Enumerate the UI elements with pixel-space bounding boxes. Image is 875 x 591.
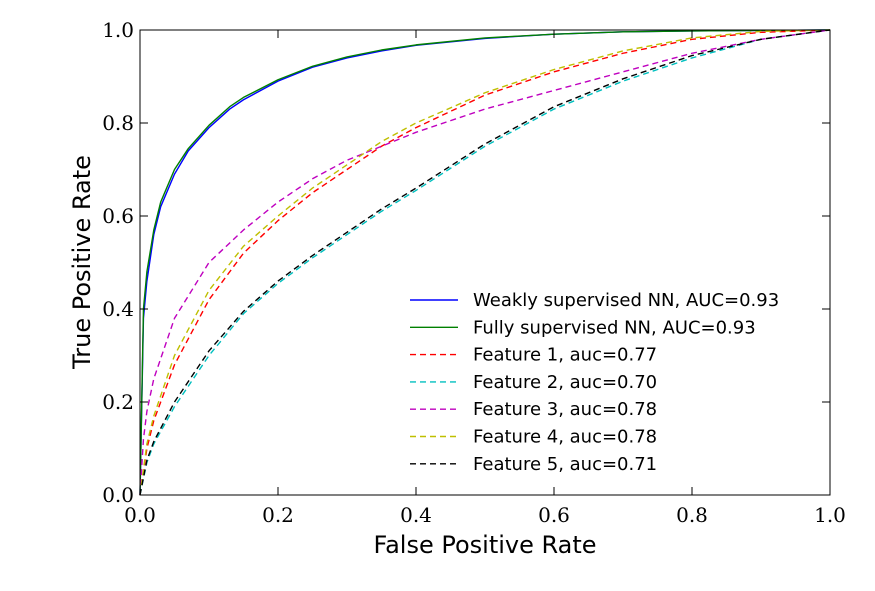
y-tick-label-0: 0.0 — [102, 483, 134, 507]
x-tick-label-0: 0.0 — [124, 503, 156, 527]
x-tick-label-1: 0.2 — [262, 503, 294, 527]
x-tick-label-3: 0.6 — [538, 503, 570, 527]
legend: Weakly supervised NN, AUC=0.93 Fully supe… — [410, 290, 779, 475]
series-line-2 — [139, 29, 831, 496]
legend-label-2: Fully supervised NN, AUC=0.93 — [473, 317, 756, 338]
plot-frame — [139, 29, 831, 496]
series-line-7 — [139, 29, 831, 496]
series-layer — [139, 29, 831, 496]
legend-label-3: Feature 1, auc=0.77 — [473, 345, 657, 366]
y-axis-label: True Positive Rate — [68, 155, 96, 370]
series-line-5 — [139, 29, 831, 496]
series-line-6 — [139, 29, 831, 496]
ticks-layer: 0.0 0.2 0.4 0.6 0.8 1.0 0.0 0.2 0.4 0.6 0.8 1.0 — [102, 18, 846, 527]
legend-label-7: Feature 5, auc=0.71 — [473, 454, 657, 475]
legend-label-4: Feature 2, auc=0.70 — [473, 372, 657, 393]
series-line-4 — [139, 29, 831, 496]
y-tick-label-1: 0.2 — [102, 390, 134, 414]
x-axis-label: False Positive Rate — [373, 531, 596, 559]
series-line-1 — [139, 29, 831, 496]
legend-label-5: Feature 3, auc=0.78 — [473, 399, 657, 420]
x-tick-label-2: 0.4 — [400, 503, 432, 527]
legend-label-1: Weakly supervised NN, AUC=0.93 — [473, 290, 779, 311]
y-tick-label-5: 1.0 — [102, 18, 134, 42]
y-tick-label-4: 0.8 — [102, 111, 134, 135]
legend-label-6: Feature 4, auc=0.78 — [473, 427, 657, 448]
series-line-3 — [139, 29, 831, 496]
y-tick-label-2: 0.4 — [102, 297, 134, 321]
x-tick-label-4: 0.8 — [676, 503, 708, 527]
x-tick-label-5: 1.0 — [814, 503, 846, 527]
y-tick-label-3: 0.6 — [102, 204, 134, 228]
